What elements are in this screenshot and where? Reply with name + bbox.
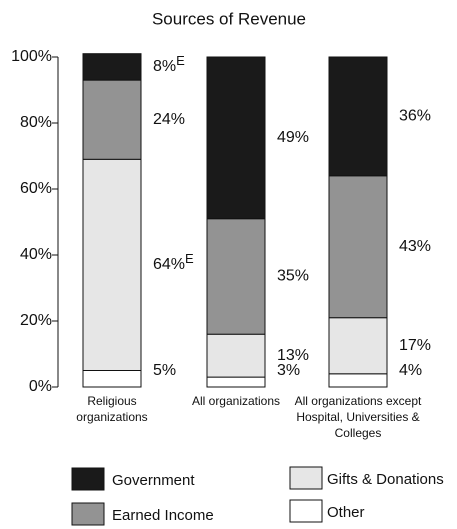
x-tick-label: All organizations bbox=[191, 394, 281, 408]
value-label: 49% bbox=[277, 129, 309, 146]
chart-title: Sources of Revenue bbox=[152, 9, 306, 28]
bar-segment bbox=[82, 158, 142, 371]
legend-swatch bbox=[289, 466, 323, 490]
y-tick-label: 60% bbox=[20, 180, 52, 197]
bar-segment bbox=[206, 333, 266, 378]
value-label: 24% bbox=[153, 111, 185, 128]
x-tick-label: Religious organizations bbox=[76, 394, 148, 424]
value-label: 5% bbox=[153, 362, 176, 379]
legend-label: Government bbox=[112, 472, 195, 489]
value-label: 17% bbox=[399, 337, 431, 354]
bar-segment bbox=[206, 56, 266, 220]
y-tick-label: 40% bbox=[20, 246, 52, 263]
legend-swatch bbox=[71, 467, 105, 491]
y-tick-label: 0% bbox=[29, 378, 52, 395]
y-tick-label: 80% bbox=[20, 114, 52, 131]
value-label: 43% bbox=[399, 238, 431, 255]
bar-segment bbox=[328, 317, 388, 375]
value-label: 35% bbox=[277, 268, 309, 285]
bar-segment bbox=[328, 373, 388, 388]
legend-swatch bbox=[71, 502, 105, 526]
bar-segment bbox=[206, 376, 266, 388]
value-label: 8%E bbox=[153, 53, 185, 75]
y-tick-label: 20% bbox=[20, 312, 52, 329]
value-label: 36% bbox=[399, 108, 431, 125]
legend-label: Earned Income bbox=[112, 507, 214, 524]
bar-segment bbox=[82, 53, 142, 81]
bar-segment bbox=[82, 79, 142, 160]
value-label: 64%E bbox=[153, 251, 194, 273]
y-tick-label: 100% bbox=[11, 48, 52, 65]
legend-label: Other bbox=[327, 504, 365, 521]
bar-segment bbox=[82, 370, 142, 388]
legend-label: Gifts & Donations bbox=[327, 471, 444, 488]
value-label: 13% bbox=[277, 347, 309, 364]
value-label: 3% bbox=[277, 362, 300, 379]
bar-segment bbox=[206, 218, 266, 335]
bar-segment bbox=[328, 175, 388, 319]
x-tick-label: All organizations except Hospital, Unive… bbox=[294, 394, 422, 440]
bar-segment bbox=[328, 56, 388, 177]
legend-swatch bbox=[289, 499, 323, 523]
value-label: 4% bbox=[399, 362, 422, 379]
